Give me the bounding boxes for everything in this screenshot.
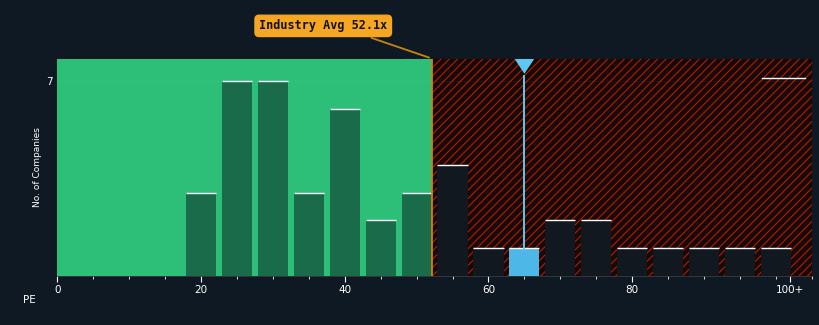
Bar (688, 248, 718, 276)
Bar (431, 58, 811, 276)
Bar (431, 58, 811, 276)
Bar (617, 248, 646, 276)
Bar (186, 192, 216, 276)
Bar (581, 220, 611, 276)
Bar (545, 220, 575, 276)
Bar (437, 164, 467, 276)
Text: PE: PE (24, 295, 36, 305)
Bar (401, 192, 431, 276)
Bar (473, 248, 503, 276)
Bar (365, 220, 396, 276)
Bar (293, 192, 324, 276)
Text: Industry Avg 52.1x: Industry Avg 52.1x (259, 20, 428, 58)
Bar (509, 248, 539, 276)
Bar (652, 248, 682, 276)
Bar (57, 58, 431, 276)
Bar (724, 248, 754, 276)
Bar (257, 81, 287, 276)
Bar (222, 81, 251, 276)
Bar (760, 248, 790, 276)
Bar (329, 109, 360, 276)
Polygon shape (511, 54, 536, 74)
Y-axis label: No. of Companies: No. of Companies (33, 127, 42, 207)
